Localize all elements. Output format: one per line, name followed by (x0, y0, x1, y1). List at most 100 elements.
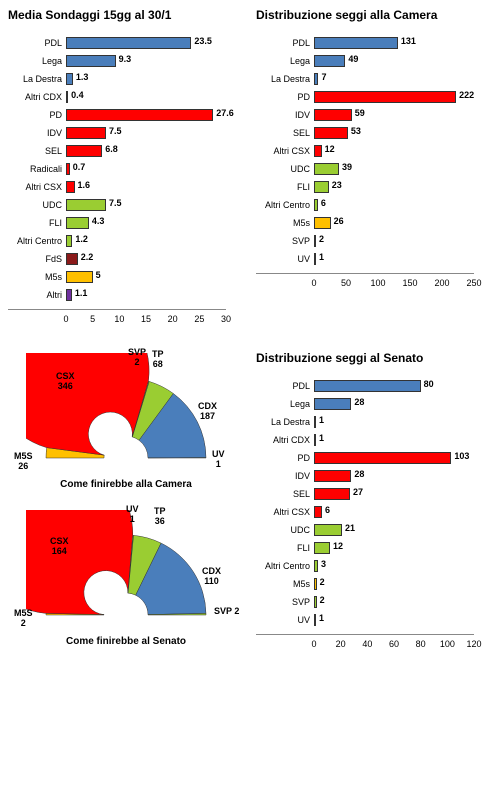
bar (66, 235, 72, 247)
bar (66, 217, 89, 229)
bar-label: PDL (256, 38, 314, 48)
senato-barchart: PDL80Lega28La Destra1Altri CDX1PD103IDV2… (256, 377, 492, 652)
bar-row: PD103 (256, 449, 492, 466)
bar (314, 416, 316, 428)
bar-value: 1 (319, 415, 324, 425)
bar-label: UDC (256, 164, 314, 174)
bar-label: UV (256, 615, 314, 625)
bar-row: SEL53 (256, 124, 492, 141)
axis-tick: 150 (402, 278, 417, 288)
bar (314, 163, 339, 175)
axis: 020406080100120 (256, 634, 474, 652)
bar-value: 28 (354, 397, 364, 407)
axis-tick: 60 (389, 639, 399, 649)
bar-label: Altri CDX (8, 92, 66, 102)
bar (314, 181, 329, 193)
bar-row: FLI23 (256, 178, 492, 195)
bar (66, 253, 78, 265)
bar-value: 80 (424, 379, 434, 389)
bar-row: Altri CSX1.6 (8, 178, 244, 195)
axis-tick: 120 (466, 639, 481, 649)
camera-barchart: PDL131Lega49La Destra7PD222IDV59SEL53Alt… (256, 34, 492, 291)
bar-row: SEL27 (256, 485, 492, 502)
semi-label: M5S26 (14, 451, 33, 471)
bar (314, 506, 322, 518)
bar-label: Altri Centro (256, 200, 314, 210)
axis: 050100150200250 (256, 273, 474, 291)
bar-row: PD27.6 (8, 106, 244, 123)
bar-label: PD (256, 92, 314, 102)
bar-row: Lega28 (256, 395, 492, 412)
bar-label: PD (256, 453, 314, 463)
bar (66, 145, 102, 157)
bar-value: 12 (325, 144, 335, 154)
bar-label: Altri Centro (8, 236, 66, 246)
bar-label: La Destra (256, 74, 314, 84)
bar-label: UDC (256, 525, 314, 535)
axis-tick: 40 (362, 639, 372, 649)
axis-tick: 20 (168, 314, 178, 324)
bar-label: IDV (256, 471, 314, 481)
axis-tick: 100 (370, 278, 385, 288)
bar-value: 1 (319, 252, 324, 262)
axis-tick: 250 (466, 278, 481, 288)
bar-row: Altri Centro3 (256, 557, 492, 574)
bar-value: 1.1 (75, 288, 88, 298)
axis-tick: 0 (311, 278, 316, 288)
semi-label: CDX110 (202, 566, 221, 586)
bar-label: SEL (256, 128, 314, 138)
bar (314, 614, 316, 626)
bar-value: 0.7 (73, 162, 86, 172)
bar-row: SVP2 (256, 593, 492, 610)
semi-label: TP68 (152, 349, 164, 369)
bar-value: 2.2 (81, 252, 94, 262)
bar-row: IDV59 (256, 106, 492, 123)
axis-tick: 20 (336, 639, 346, 649)
bar-value: 1.2 (75, 234, 88, 244)
bar (314, 109, 352, 121)
bar (314, 434, 316, 446)
bar-label: PDL (8, 38, 66, 48)
bar-row: Radicali0.7 (8, 160, 244, 177)
semicircle-svg (26, 510, 226, 630)
bar-label: Lega (8, 56, 66, 66)
bar-label: FLI (256, 543, 314, 553)
bar-label: SEL (8, 146, 66, 156)
dashboard: Media Sondaggi 15gg al 30/1 PDL23.5Lega9… (0, 0, 500, 673)
bar-value: 0.4 (71, 90, 84, 100)
bar-label: Altri CSX (256, 146, 314, 156)
bar-label: PDL (256, 381, 314, 391)
bar-value: 39 (342, 162, 352, 172)
bar-label: La Destra (256, 417, 314, 427)
bar (66, 199, 106, 211)
bar-row: PD222 (256, 88, 492, 105)
semi-senato: M5S2CSX164UV1TP36CDX110SVP 2 (26, 510, 226, 630)
bar-label: Altri CSX (256, 507, 314, 517)
bar (314, 524, 342, 536)
bar (314, 37, 398, 49)
bar-value: 1 (319, 433, 324, 443)
bar (314, 542, 330, 554)
semi-label: CSX346 (56, 371, 75, 391)
bar-value: 5 (96, 270, 101, 280)
bar-value: 49 (348, 54, 358, 64)
bar-row: M5s26 (256, 214, 492, 231)
bar-label: Lega (256, 56, 314, 66)
bar-value: 4.3 (92, 216, 105, 226)
semi-label: CSX164 (50, 536, 69, 556)
bar-row: Altri Centro6 (256, 196, 492, 213)
bar-row: Altri CSX 12 (256, 142, 492, 159)
bar (66, 289, 72, 301)
bar-row: Altri CDX1 (256, 431, 492, 448)
bar-value: 27 (353, 487, 363, 497)
bar-value: 6.8 (105, 144, 118, 154)
axis-tick: 0 (63, 314, 68, 324)
bar (314, 127, 348, 139)
bar-row: Altri Centro 1.2 (8, 232, 244, 249)
bar-row: UDC21 (256, 521, 492, 538)
bar-label: FLI (8, 218, 66, 228)
bar-row: UDC 39 (256, 160, 492, 177)
bar-row: M5s2 (256, 575, 492, 592)
bar (314, 253, 316, 265)
bar-label: SVP (256, 597, 314, 607)
